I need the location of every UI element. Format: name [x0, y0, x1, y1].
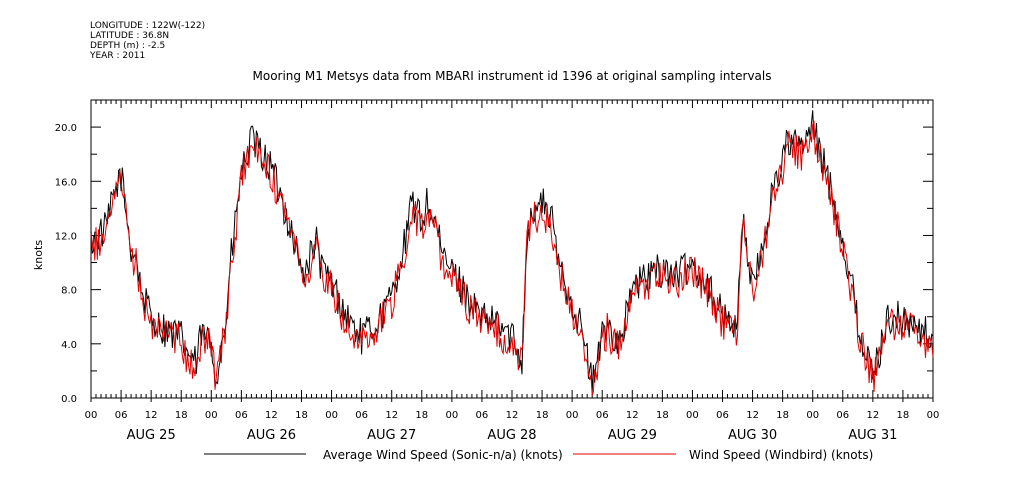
x-hour-label: 12	[506, 410, 519, 421]
x-hour-label: 12	[145, 410, 158, 421]
y-tick-label: 4.0	[61, 340, 77, 351]
x-hour-label: 06	[235, 410, 248, 421]
year-label: YEAR : 2011	[90, 51, 146, 61]
x-hour-label: 18	[295, 410, 308, 421]
x-day-label: AUG 30	[728, 428, 777, 443]
chart-title: Mooring M1 Metsys data from MBARI instru…	[253, 69, 772, 83]
x-hour-label: 00	[686, 410, 699, 421]
x-hour-label: 12	[265, 410, 278, 421]
x-hour-label: 18	[776, 410, 789, 421]
legend-label-windbird: Wind Speed (Windbird) (knots)	[689, 448, 873, 462]
x-hour-label: 18	[175, 410, 188, 421]
x-day-label: AUG 25	[127, 428, 176, 443]
x-hour-label: 06	[596, 410, 609, 421]
x-day-label: AUG 29	[608, 428, 657, 443]
y-axis-label: knots	[32, 240, 45, 270]
x-hour-label: 12	[626, 410, 639, 421]
x-hour-label: 12	[746, 410, 759, 421]
x-hour-label: 06	[355, 410, 368, 421]
latitude-label: LATITUDE : 36.8N	[90, 31, 170, 41]
x-hour-label: 18	[656, 410, 669, 421]
legend: Average Wind Speed (Sonic-n/a) (knots) Wi…	[204, 448, 873, 462]
x-hour-label: 18	[536, 410, 549, 421]
x-hour-label: 00	[205, 410, 218, 421]
x-hour-label: 06	[836, 410, 849, 421]
legend-label-average: Average Wind Speed (Sonic-n/a) (knots)	[323, 448, 563, 462]
y-axis: 0.0 4.0 8.0 12.0 16.0 20.0	[55, 99, 933, 405]
x-day-label: AUG 27	[367, 428, 416, 443]
x-hour-label: 00	[806, 410, 819, 421]
y-tick-label: 20.0	[55, 123, 77, 134]
x-hour-label: 00	[85, 410, 98, 421]
y-tick-label: 16.0	[55, 177, 77, 188]
x-hour-label: 00	[927, 410, 940, 421]
y-tick-label: 8.0	[61, 286, 77, 297]
x-day-label: AUG 28	[487, 428, 536, 443]
x-hour-label: 18	[415, 410, 428, 421]
x-hour-label: 18	[897, 410, 910, 421]
x-hour-label: 00	[325, 410, 338, 421]
longitude-label: LONGITUDE : 122W(-122)	[90, 21, 206, 31]
x-hour-label: 12	[866, 410, 879, 421]
x-day-label: AUG 26	[247, 428, 296, 443]
depth-label: DEPTH (m) : -2.5	[90, 41, 166, 51]
series-layer	[90, 110, 934, 396]
y-tick-label: 12.0	[55, 231, 77, 242]
x-hour-label: 00	[566, 410, 579, 421]
mooring-metadata: LONGITUDE : 122W(-122) LATITUDE : 36.8N …	[90, 21, 205, 61]
x-hour-label: 06	[476, 410, 489, 421]
x-hour-label: 12	[385, 410, 398, 421]
x-axis: 00 06 12 18 00 06 12 18 00 06 12 18 00 06 12 18 00 06 12 18…	[85, 100, 940, 443]
x-hour-label: 00	[445, 410, 458, 421]
x-hour-label: 06	[115, 410, 128, 421]
series-windbird-wind-speed	[90, 120, 934, 396]
y-tick-label: 0.0	[61, 394, 77, 405]
x-day-label: AUG 31	[848, 428, 897, 443]
series-average-wind-speed	[90, 110, 934, 393]
x-hour-label: 06	[716, 410, 729, 421]
